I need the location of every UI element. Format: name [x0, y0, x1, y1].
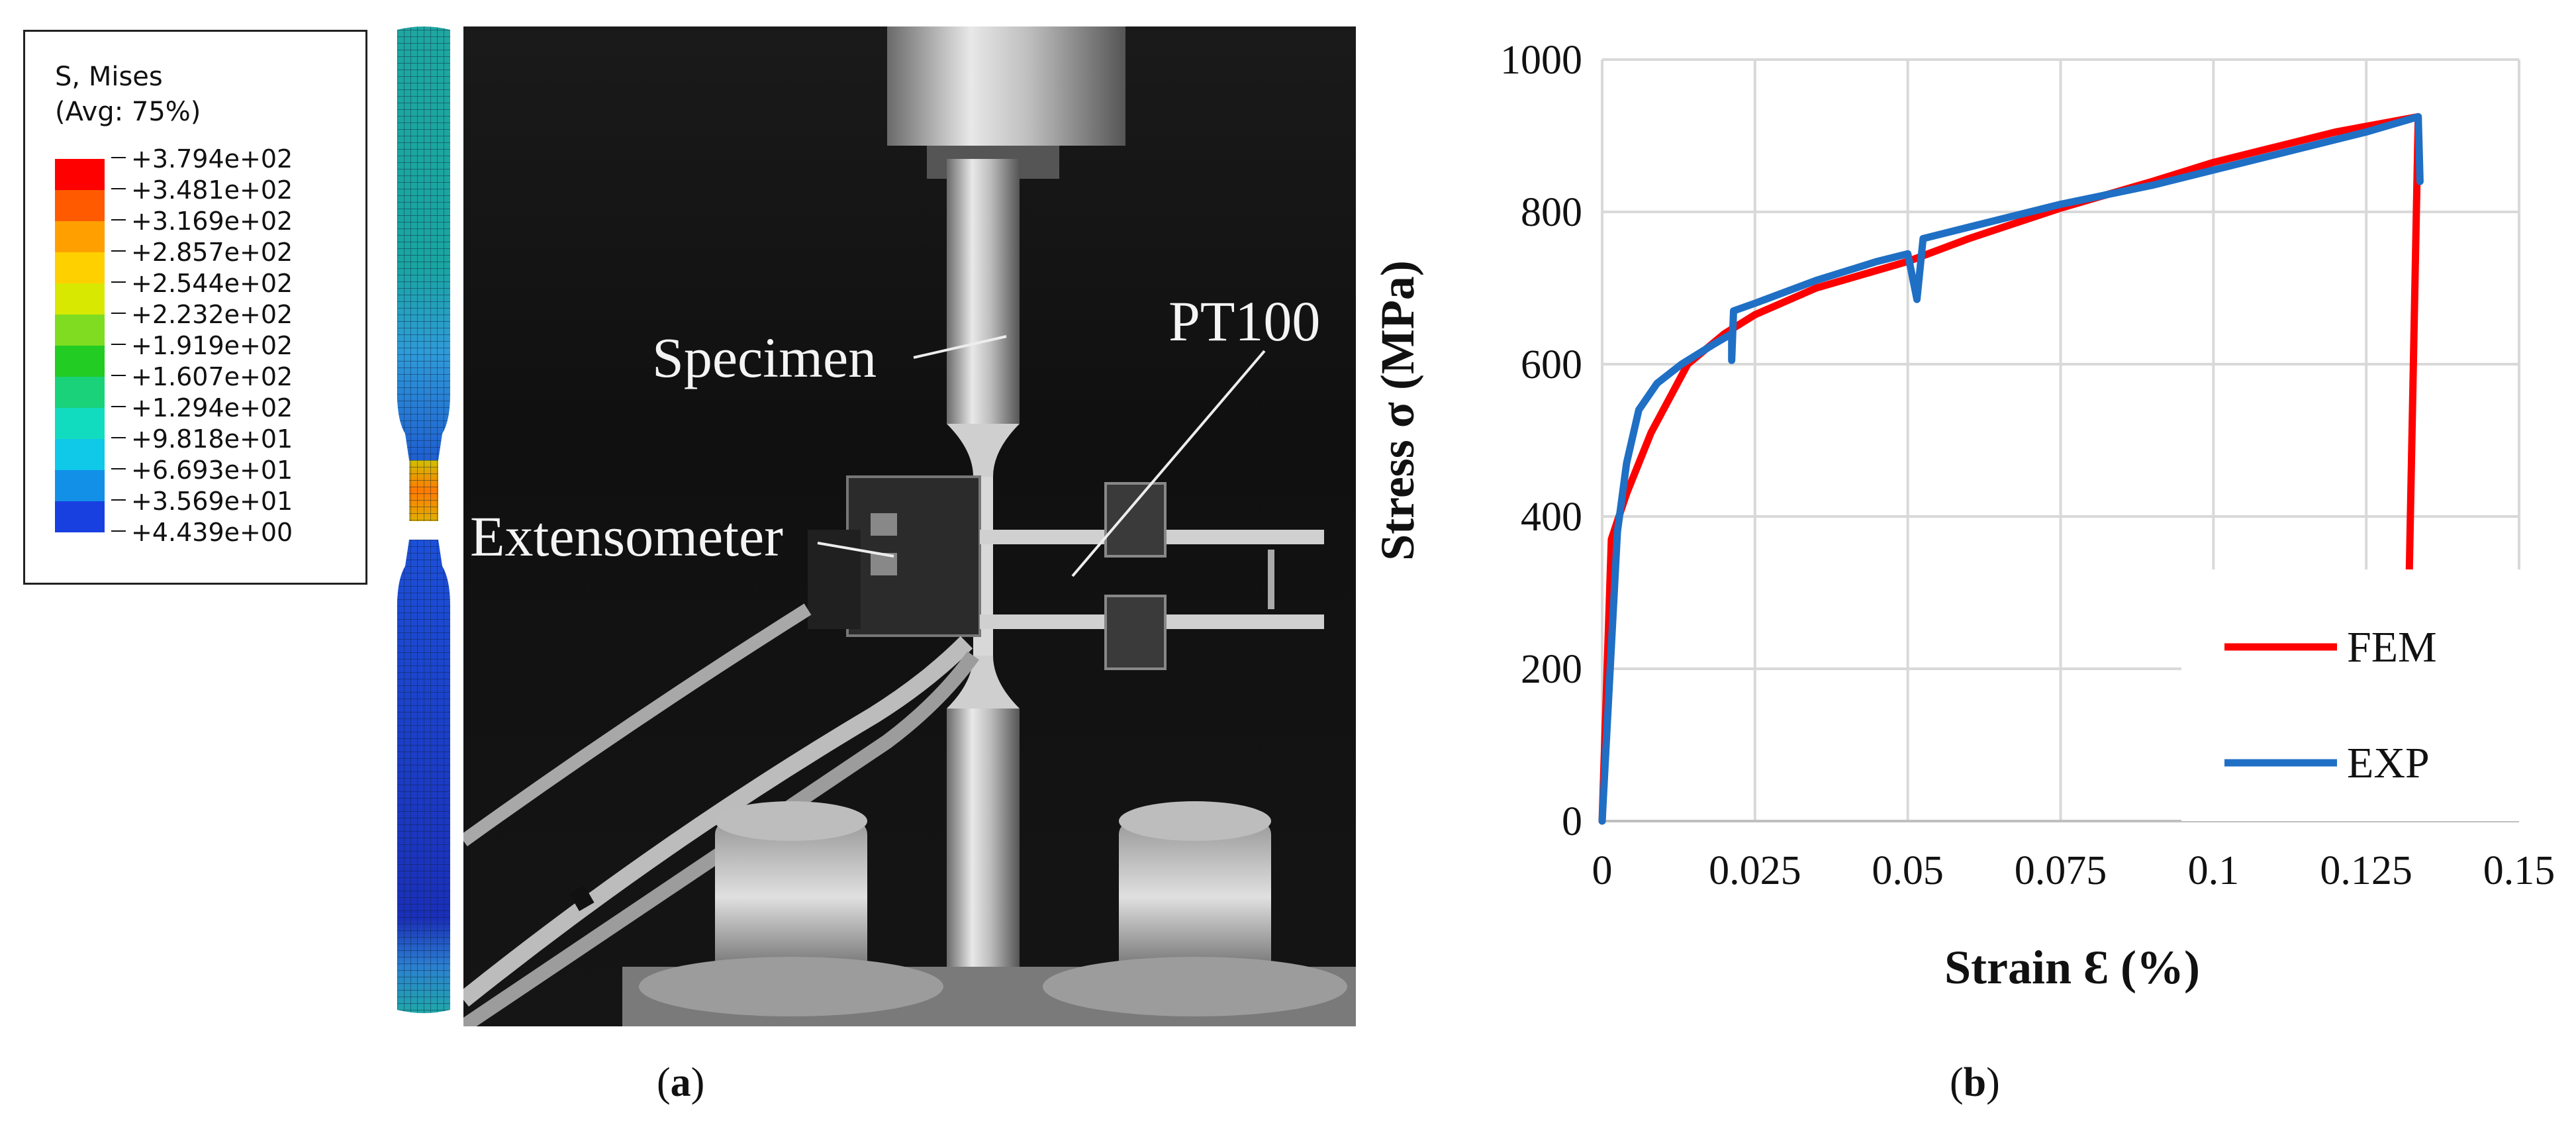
legend-title: S, Mises	[55, 62, 163, 92]
chart-legend: FEM EXP	[2224, 623, 2437, 787]
legend-level-label: +4.439e+00	[111, 517, 293, 548]
legend-level-label: +3.481e+02	[111, 175, 293, 206]
legend-level-label: +1.294e+02	[111, 393, 293, 424]
legend-swatch	[55, 190, 105, 221]
legend-swatch	[55, 221, 105, 252]
legend-level-label: +1.607e+02	[111, 362, 293, 393]
legend-swatch	[55, 283, 105, 315]
x-tick-label: 0	[1592, 848, 1613, 893]
legend-swatch	[55, 252, 105, 283]
legend-swatch	[55, 439, 105, 470]
legend-color-scale	[55, 159, 105, 532]
label-specimen: Specimen	[652, 326, 877, 389]
x-axis-title: Strain Ɛ (%)	[1944, 941, 2200, 994]
legend-level-label: +6.693e+01	[111, 455, 293, 486]
legend-level-label: +2.857e+02	[111, 237, 293, 268]
legend-level-label: +3.169e+02	[111, 206, 293, 237]
legend-background	[2181, 569, 2526, 821]
legend-level-labels: +3.794e+02 +3.481e+02 +3.169e+02 +2.857e+02…	[111, 144, 293, 548]
series-line-exp	[1598, 113, 2424, 825]
legend-level-label: +9.818e+01	[111, 424, 293, 455]
y-tick-label: 1000	[1500, 38, 1582, 83]
x-tick-label: 0.15	[2483, 848, 2555, 893]
x-tick-label: 0.05	[1872, 848, 1944, 893]
legend-level-label: +3.569e+01	[111, 486, 293, 517]
x-tick-label: 0.125	[2320, 848, 2412, 893]
legend-swatch	[55, 408, 105, 439]
x-tick-label: 0.1	[2188, 848, 2240, 893]
fem-mesh-model	[397, 26, 450, 1013]
legend-level-label: +3.794e+02	[111, 144, 293, 175]
legend-label-fem: FEM	[2347, 623, 2437, 671]
legend-swatch	[55, 377, 105, 408]
chart-series	[1598, 113, 2424, 825]
y-tick-label: 0	[1562, 799, 1582, 844]
x-tick-labels: 0 0.025 0.05 0.075 0.1 0.125 0.15	[1592, 848, 2555, 893]
legend-swatch	[55, 346, 105, 377]
x-tick-label: 0.075	[2015, 848, 2107, 893]
legend-swatch	[55, 159, 105, 190]
caption-a: (a)	[657, 1060, 705, 1105]
legend-swatch	[55, 470, 105, 501]
label-pt100: PT100	[1169, 289, 1321, 353]
legend-level-label: +1.919e+02	[111, 330, 293, 362]
y-tick-label: 400	[1521, 495, 1582, 540]
test-setup-photo: Specimen PT100 Extensometer	[463, 26, 1356, 1026]
legend-label-exp: EXP	[2347, 739, 2430, 787]
y-axis-title: Stress σ (MPa)	[1371, 260, 1424, 561]
legend-level-label: +2.544e+02	[111, 268, 293, 299]
y-tick-label: 800	[1521, 190, 1582, 235]
legend-level-label: +2.232e+02	[111, 299, 293, 330]
legend-subtitle: (Avg: 75%)	[55, 97, 201, 127]
y-tick-label: 600	[1521, 342, 1582, 387]
x-tick-label: 0.025	[1709, 848, 1801, 893]
legend-swatch	[55, 501, 105, 532]
label-extensometer: Extensometer	[470, 505, 783, 568]
stress-strain-chart: 0 200 400 600 800 1000 0 0.025 0.05 0.075 0.1 0.12…	[1364, 0, 2576, 1033]
caption-b: (b)	[1950, 1060, 2000, 1105]
contour-legend: S, Mises (Avg: 75%) +3.794e+02 +3.481e+02…	[23, 30, 367, 585]
legend-swatch	[55, 315, 105, 346]
y-tick-label: 200	[1521, 647, 1582, 692]
y-tick-labels: 0 200 400 600 800 1000	[1500, 38, 1582, 844]
